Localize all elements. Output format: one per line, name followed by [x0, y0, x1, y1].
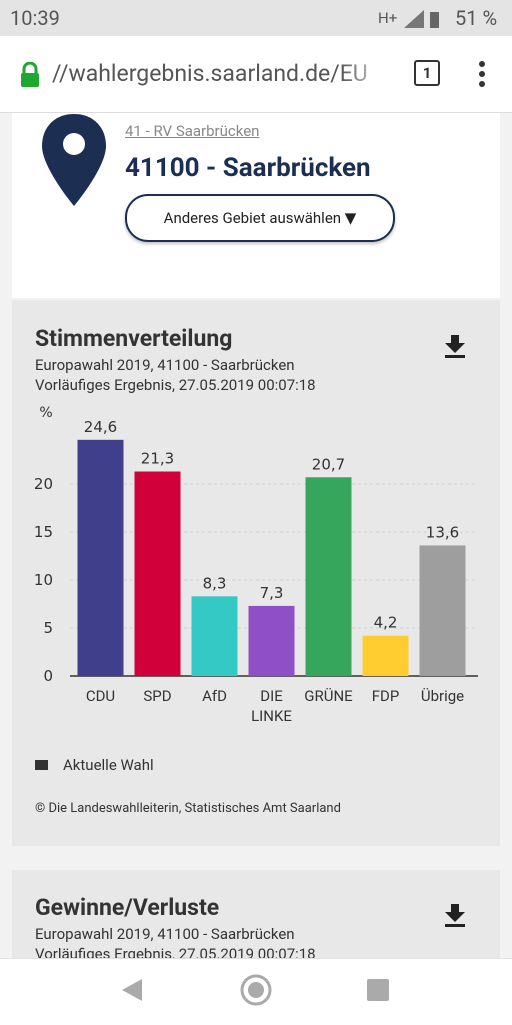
- bar: [134, 471, 181, 676]
- y-tick-label: 10: [34, 571, 53, 589]
- x-tick-label: FDP: [371, 687, 400, 705]
- home-button[interactable]: [240, 974, 272, 1006]
- value-label: 7,3: [260, 584, 284, 602]
- value-label: 13,6: [426, 523, 459, 541]
- chart-subtitle: Europawahl 2019, 41100 - Saarbrücken: [35, 356, 295, 374]
- menu-icon[interactable]: [476, 60, 488, 90]
- x-tick-label: Übrige: [420, 687, 465, 705]
- bar: [419, 545, 466, 676]
- y-tick-label: 15: [34, 523, 53, 541]
- status-bar: [0, 0, 512, 36]
- url[interactable]: //wahlergebnis.saarland.de/EU: [52, 60, 368, 87]
- breadcrumb[interactable]: 41 - RV Saarbrücken: [125, 122, 260, 140]
- region-title: 41100 - Saarbrücken: [125, 153, 371, 183]
- value-label: 21,3: [141, 450, 174, 468]
- network: H+: [378, 9, 398, 27]
- next-subtitle: Europawahl 2019, 41100 - Saarbrücken: [35, 925, 295, 943]
- signal-icon: [404, 10, 439, 28]
- y-tick-label: 5: [43, 619, 53, 637]
- bar: [248, 605, 295, 676]
- y-tick-label: 20: [34, 475, 53, 493]
- x-tick-label: AfD: [202, 687, 227, 705]
- chart: % 0 5 10 15 20 24,6 21,3 8,3 7,3 20,7 4,2 13,6: [34, 405, 478, 685]
- back-button[interactable]: [122, 979, 142, 1001]
- y-axis-label: %: [39, 405, 52, 421]
- source: © Die Landeswahlleiterin, Statistisches …: [35, 801, 341, 816]
- home-dot: [248, 982, 264, 998]
- download-icon[interactable]: [443, 333, 467, 359]
- lock-icon: [21, 62, 39, 87]
- pin-icon: [42, 114, 106, 206]
- y-tick-label: 0: [43, 667, 53, 685]
- bar: [305, 477, 352, 676]
- bar: [77, 439, 124, 676]
- value-label: 8,3: [203, 574, 227, 592]
- next-title: Gewinne/Verluste: [35, 894, 220, 921]
- battery: 51 %: [455, 6, 498, 30]
- legend-label: Aktuelle Wahl: [63, 756, 154, 774]
- chart-subtitle: Vorläufiges Ergebnis, 27.05.2019 00:07:1…: [35, 376, 316, 394]
- value-label: 20,7: [312, 455, 345, 473]
- tab-count[interactable]: 1: [414, 60, 440, 86]
- bar: [362, 635, 409, 676]
- x-tick-label: SPD: [143, 687, 172, 705]
- x-tick-label: CDU: [85, 687, 116, 705]
- browser-bar: [0, 36, 512, 113]
- x-tick-label: DIE LINKE: [251, 687, 292, 725]
- x-tick-label: GRÜNE: [304, 687, 353, 705]
- legend-swatch: [35, 760, 48, 770]
- value-label: 4,2: [374, 614, 398, 632]
- select-button[interactable]: Anderes Gebiet auswählen ▼: [125, 194, 395, 242]
- value-label: 24,6: [84, 418, 117, 436]
- chart-title: Stimmenverteilung: [35, 325, 233, 352]
- download-icon[interactable]: [443, 902, 467, 928]
- recents-button[interactable]: [367, 979, 389, 1001]
- time: 10:39: [10, 6, 60, 30]
- bar: [191, 596, 238, 676]
- nav-buttons[interactable]: [0, 958, 512, 1024]
- next-card: [12, 870, 500, 970]
